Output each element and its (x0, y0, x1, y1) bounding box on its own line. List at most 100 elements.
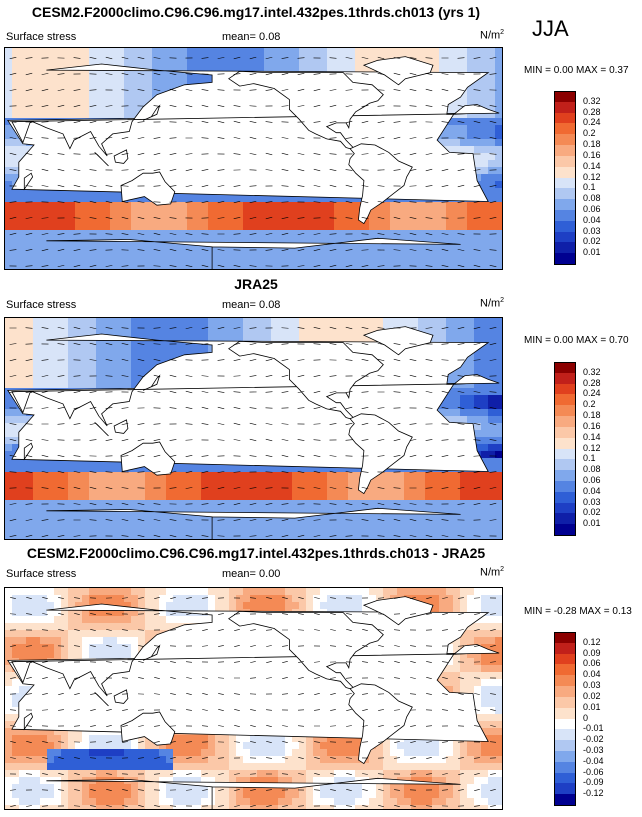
colorbar-label: 0.32 (583, 95, 601, 106)
colorbar-swatch (554, 642, 576, 655)
colorbar-label: 0.03 (583, 225, 601, 236)
panel-3-min-value: -0.28 (553, 606, 577, 617)
colorbar-swatch (554, 416, 576, 428)
colorbar-label: 0.04 (583, 214, 601, 225)
panel-2-mean: mean= 0.08 (222, 299, 281, 311)
panel-1-title: CESM2.F2000climo.C96.C96.mg17.intel.432p… (31, 4, 481, 20)
colorbar-label: 0.1 (583, 182, 596, 193)
colorbar-label: -0.09 (583, 777, 604, 788)
colorbar-label: 0.01 (583, 701, 601, 712)
colorbar-swatch (554, 112, 576, 124)
panel-1-mean-label: mean= (222, 31, 256, 43)
colorbar-swatch (554, 750, 576, 763)
colorbar-swatch (554, 91, 576, 103)
colorbar-label: 0.18 (583, 139, 601, 150)
colorbar-label: -0.06 (583, 766, 604, 777)
colorbar-swatch (554, 480, 576, 493)
colorbar-label: 0.12 (583, 171, 601, 182)
colorbar-label: 0.18 (583, 410, 601, 421)
colorbar-swatch (554, 188, 576, 200)
colorbar-label: 0.14 (583, 431, 601, 442)
colorbar-swatch (554, 145, 576, 157)
panel-3-mean-value: 0.00 (259, 568, 281, 580)
season-label: JJA (532, 16, 569, 41)
colorbar-swatch (554, 761, 576, 774)
colorbar-label: 0.03 (583, 680, 601, 691)
colorbar-label: 0.04 (583, 669, 601, 680)
colorbar-swatch (554, 664, 576, 676)
colorbar-label: 0.32 (583, 366, 601, 377)
colorbar-swatch (554, 242, 576, 254)
colorbar-label: 0.1 (583, 453, 596, 464)
colorbar-swatch (554, 502, 576, 514)
colorbar-swatch (554, 696, 576, 709)
colorbar-label: 0.2 (583, 399, 596, 410)
colorbar-label: 0.14 (583, 160, 601, 171)
panel-1-max-value: 0.37 (609, 65, 629, 76)
panel-1-map-svg (5, 48, 502, 269)
colorbar-swatch (554, 783, 576, 795)
colorbar-label: -0.03 (583, 744, 604, 755)
colorbar-label: 0.2 (583, 128, 596, 139)
colorbar-label: 0.12 (583, 636, 601, 647)
colorbar-swatch (554, 383, 576, 395)
panel-3-units: N/m2 (480, 566, 505, 579)
colorbar-swatch (554, 426, 576, 439)
panel-1-units: N/m2 (480, 29, 505, 42)
colorbar-label: 0.16 (583, 149, 601, 160)
colorbar-swatch (554, 199, 576, 211)
colorbar-label: 0.28 (583, 106, 601, 117)
colorbar-swatch (554, 740, 576, 752)
colorbar-swatch (554, 686, 576, 698)
colorbar-swatch (554, 632, 576, 644)
panel-2-minmax: MIN = 0.00 MAX = 0.70 (524, 335, 629, 346)
colorbar-swatch (554, 362, 576, 374)
colorbar-label: 0.01 (583, 247, 601, 258)
colorbar-label: -0.04 (583, 755, 604, 766)
colorbar-swatch (554, 394, 576, 406)
colorbar-label: 0.04 (583, 485, 601, 496)
panel-1-mean: mean= 0.08 (222, 31, 280, 43)
panel-2-variable: Surface stress (6, 299, 77, 311)
colorbar-swatch (554, 405, 576, 417)
colorbar-swatch (554, 718, 576, 730)
panel-3-max-value: 0.13 (612, 606, 632, 617)
colorbar-label: 0.24 (583, 117, 601, 128)
colorbar-label: 0.08 (583, 193, 601, 204)
colorbar-label: 0.02 (583, 690, 601, 701)
colorbar-label: 0.09 (583, 647, 601, 658)
colorbar-swatch (554, 155, 576, 168)
panel-3-title: CESM2.F2000climo.C96.C96.mg17.intel.432p… (26, 545, 486, 561)
panel-3-map-svg (5, 588, 502, 809)
colorbar-swatch (554, 448, 576, 460)
colorbar-swatch (554, 675, 576, 687)
panel-2-units: N/m2 (480, 297, 505, 310)
panel-3-map (4, 587, 503, 810)
panel-2-colorbar: 0.32 0.28 0.24 0.2 0.18 0.16 0.14 0.12 0.1 0.08 0.… (554, 362, 601, 536)
colorbar-swatch (554, 707, 576, 719)
colorbar-swatch (554, 437, 576, 449)
panel-1-minmax: MIN = 0.00 MAX = 0.37 (524, 65, 629, 76)
colorbar-swatch (554, 372, 576, 385)
panel-1-variable: Surface stress (6, 31, 77, 43)
colorbar-swatch (554, 231, 576, 243)
panel-2-max-value: 0.70 (609, 335, 629, 346)
colorbar-swatch (554, 794, 576, 806)
colorbar-label: 0.16 (583, 420, 601, 431)
colorbar-swatch (554, 177, 576, 189)
panel-2-map (4, 317, 503, 540)
colorbar-label: 0 (583, 712, 589, 723)
panel-2-min-value: 0.00 (553, 335, 574, 346)
colorbar-label: 0.08 (583, 464, 601, 475)
panel-1-colorbar: 0.32 0.28 0.24 0.2 0.18 0.16 0.14 0.12 0.1 0.08 0.… (554, 91, 601, 265)
panel-3-minmax: MIN = -0.28 MAX = 0.13 (524, 606, 632, 617)
colorbar-swatch (554, 220, 576, 233)
panel-2-mean-value: 0.08 (259, 299, 281, 311)
colorbar-swatch (554, 209, 576, 222)
colorbar-label: -0.02 (583, 734, 604, 745)
colorbar-swatch (554, 459, 576, 471)
colorbar-swatch (554, 134, 576, 146)
colorbar-swatch (554, 653, 576, 665)
colorbar-label: 0.06 (583, 203, 601, 214)
colorbar-swatch (554, 253, 576, 265)
